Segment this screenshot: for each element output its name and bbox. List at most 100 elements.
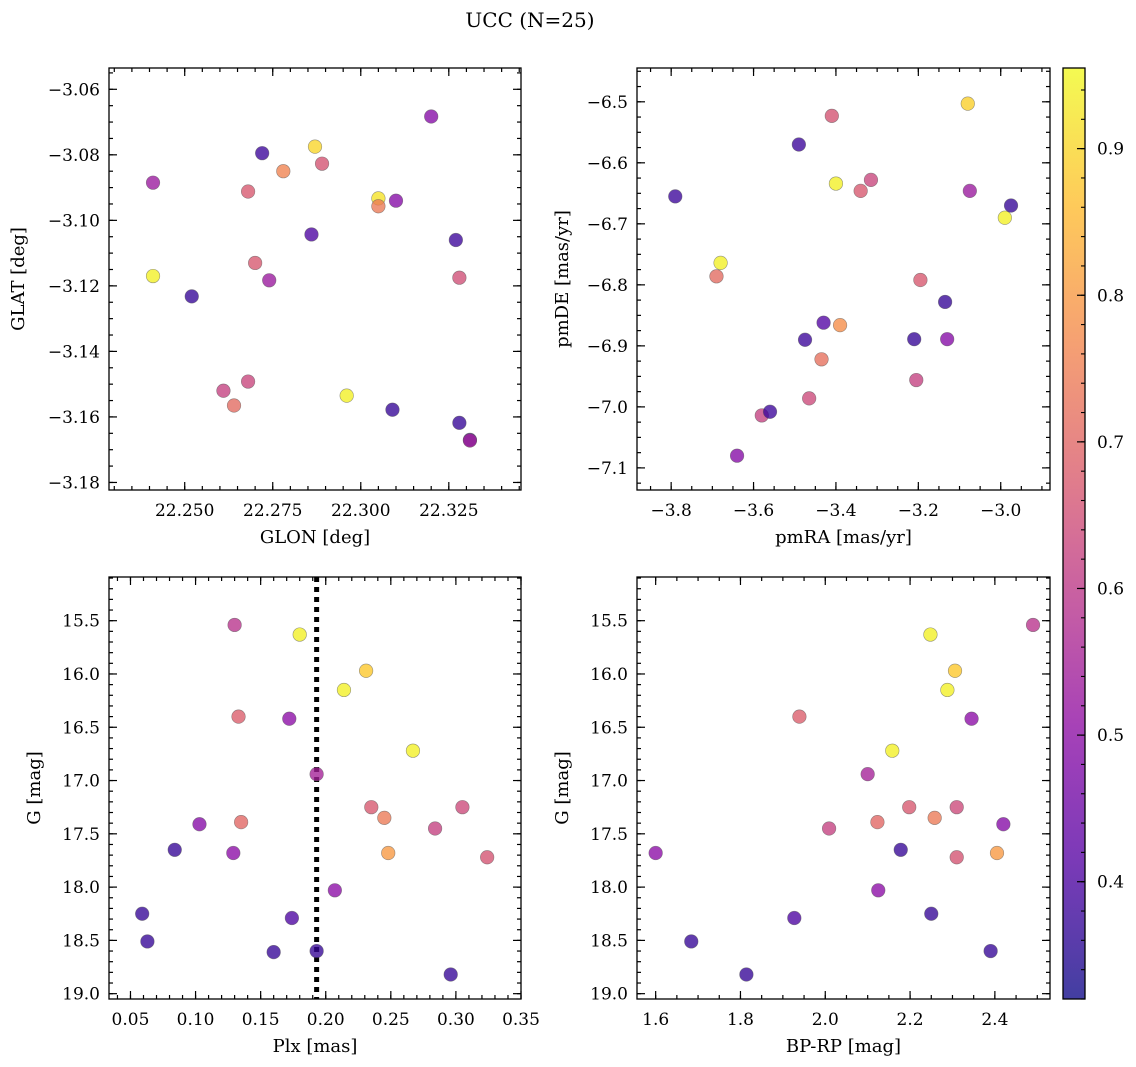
- x-tick-label: 0.30: [437, 1010, 475, 1030]
- scatter-point: [304, 227, 319, 242]
- x-tick-label: 2.2: [897, 1010, 924, 1030]
- scatter-point: [135, 906, 150, 921]
- scatter-point: [240, 374, 256, 389]
- scatter-point: [860, 767, 875, 782]
- ticks: [637, 68, 1050, 490]
- scatter-point: [231, 709, 246, 724]
- x-tick-label: −3.4: [815, 501, 856, 521]
- scatter-point: [927, 810, 942, 825]
- scatter-point: [309, 943, 324, 959]
- scatter-point: [791, 137, 806, 152]
- panels: 22.250 22.275 22.300 22.325 −3.18 −3.16 −3.14 −…: [8, 67, 1051, 1057]
- x-tick-label: 0.05: [112, 1010, 150, 1030]
- scatter-point: [997, 210, 1012, 225]
- scatter-point: [989, 845, 1005, 861]
- scatter-point: [949, 800, 964, 815]
- y-tick-label: 16.5: [590, 718, 628, 738]
- y-axis-label: pmDE [mas/yr]: [552, 210, 573, 348]
- y-tick-label: 16.0: [590, 665, 628, 685]
- scatter-point: [816, 315, 831, 330]
- scatter-point: [282, 711, 297, 726]
- scatter-point: [824, 108, 839, 123]
- scatter-point: [962, 183, 977, 198]
- colorbar-gradient: [1063, 68, 1085, 999]
- y-tick-label: −6.9: [587, 337, 628, 357]
- scatter-point: [377, 810, 392, 825]
- scatter-point: [292, 627, 307, 642]
- scatter-point: [938, 294, 953, 310]
- axes-frame: [108, 576, 522, 1000]
- scatter-point: [902, 800, 917, 815]
- scatter-point: [792, 709, 807, 724]
- scatter-point: [145, 268, 161, 284]
- y-tick-label: −6.5: [587, 93, 628, 113]
- scatter-point: [184, 289, 199, 304]
- scatter-point: [924, 906, 939, 921]
- scatter-point: [947, 663, 963, 678]
- y-tick-label: 17.5: [62, 825, 100, 845]
- ticks: [109, 577, 522, 999]
- y-tick-label: −6.7: [587, 215, 628, 235]
- x-tick-label: 0.15: [242, 1010, 280, 1030]
- x-axis-label: BP-RP [mag]: [786, 1036, 901, 1057]
- y-axis-label: G [mag]: [24, 751, 45, 824]
- scatter-point: [255, 146, 270, 161]
- scatter-point: [192, 817, 207, 832]
- y-tick-label: −3.08: [48, 146, 100, 166]
- scatter-point: [893, 842, 908, 857]
- scatter-point: [870, 815, 885, 830]
- x-tick-label: 22.250: [155, 501, 214, 521]
- x-tick-label: 0.10: [177, 1010, 215, 1030]
- x-axis-label: pmRA [mas/yr]: [775, 527, 912, 548]
- y-tick-label: 18.0: [62, 878, 100, 898]
- colorbar: 0.4 0.5 0.6 0.7 0.8 0.9: [1062, 67, 1124, 1000]
- scatter-point: [226, 845, 241, 861]
- scatter-point: [871, 883, 886, 898]
- y-tick-label: −7.1: [587, 459, 628, 479]
- scatter-point: [996, 817, 1011, 832]
- x-tick-label: −3.8: [651, 501, 692, 521]
- y-tick-label: −3.06: [48, 80, 100, 100]
- scatter-point: [167, 842, 182, 857]
- scatter-point: [216, 383, 231, 398]
- panel-2: −3.8 −3.6 −3.4 −3.2 −3.0 −7.1 −7.0 −6.9 −6.8 −6.7…: [552, 67, 1051, 548]
- scatter-point: [853, 183, 868, 198]
- y-tick-label: −3.14: [48, 342, 100, 362]
- scatter-point: [885, 743, 900, 758]
- scatter-point: [940, 332, 955, 347]
- scatter-point: [913, 272, 928, 288]
- y-tick-label: −6.6: [587, 154, 628, 174]
- scatter-point: [762, 404, 778, 419]
- scatter-point: [828, 176, 844, 191]
- x-tick-label: 2.0: [812, 1010, 839, 1030]
- y-tick-label: 18.5: [62, 931, 100, 951]
- scatter-point: [787, 910, 802, 926]
- y-tick-label: 16.5: [62, 718, 100, 738]
- scatter-point: [909, 372, 924, 388]
- scatter-point: [226, 398, 242, 413]
- scatter-point: [802, 391, 817, 406]
- scatter-point: [462, 433, 478, 448]
- scatter-point: [983, 943, 998, 959]
- scatter-point: [797, 332, 813, 347]
- scatter-point: [307, 139, 323, 154]
- points: [145, 109, 478, 448]
- scatter-point: [381, 845, 396, 861]
- y-tick-label: −3.12: [48, 277, 100, 297]
- y-axis-label: GLAT [deg]: [8, 227, 29, 331]
- scatter-point: [452, 415, 467, 430]
- x-tick-label: 0.35: [502, 1010, 540, 1030]
- scatter-point: [314, 156, 330, 171]
- colorbar-tick-label: 0.9: [1097, 140, 1124, 160]
- axes-frame: [636, 67, 1051, 491]
- y-tick-label: 15.5: [62, 612, 100, 632]
- panel-1: 22.250 22.275 22.300 22.325 −3.18 −3.16 −3.14 −…: [8, 67, 522, 548]
- x-tick-label: 0.25: [372, 1010, 410, 1030]
- scatter-point: [448, 232, 463, 248]
- x-tick-label: 22.325: [419, 501, 478, 521]
- scatter-point: [364, 800, 379, 815]
- y-tick-label: −3.10: [48, 211, 100, 231]
- scatter-point: [424, 109, 439, 124]
- y-tick-label: 17.5: [590, 825, 628, 845]
